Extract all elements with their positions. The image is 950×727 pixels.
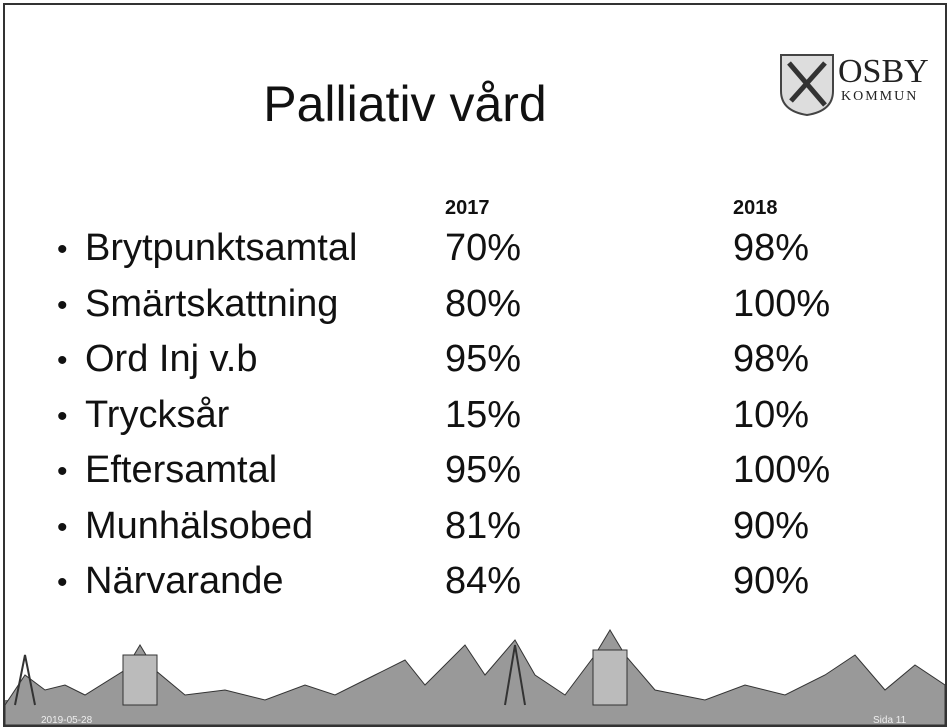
cell-value: 95% [445, 338, 522, 380]
row-label: Munhälsobed [85, 504, 314, 547]
logo-emblem [780, 54, 834, 117]
logo-name: OSBY [838, 53, 929, 90]
cell-value: 70% [445, 227, 522, 269]
column-header: 2018 [733, 197, 778, 219]
cell-value: 81% [445, 504, 522, 547]
bullet: • [57, 510, 68, 544]
cell-value: 90% [733, 560, 810, 602]
cell-value: 98% [733, 338, 810, 380]
cell-value: 84% [445, 560, 522, 602]
bullet: • [57, 566, 68, 599]
bullet: • [57, 455, 68, 488]
footer-page: Sida 11 [873, 715, 907, 726]
cell-value: 100% [733, 282, 831, 325]
footer-date: 2019-05-28 [41, 715, 93, 726]
cell-value: 98% [733, 227, 810, 269]
logo-subtitle: KOMMUN [841, 89, 919, 104]
row-label: Smärtskattning [85, 282, 339, 325]
column-header: 2017 [445, 197, 490, 219]
bullet: • [57, 288, 68, 322]
cell-value: 90% [733, 504, 810, 547]
row-label: Ord Inj v.b [85, 338, 258, 380]
village-decoration [5, 629, 945, 725]
row-label: Eftersamtal [85, 449, 278, 491]
cell-value: 80% [445, 282, 522, 325]
bullet: • [57, 344, 68, 377]
bullet: • [57, 233, 68, 266]
cell-value: 100% [733, 449, 831, 491]
bullet: • [57, 399, 68, 433]
cell-value: 10% [733, 393, 810, 436]
cell-value: 95% [445, 449, 522, 491]
slide: Palliativ vård OSBY KOMMUN 2017 2018 • Bryt… [3, 3, 947, 727]
row-label: Brytpunktsamtal [85, 227, 358, 269]
slide-title: Palliativ vård [263, 76, 547, 132]
row-label: Trycksår [85, 393, 230, 436]
row-label: Närvarande [85, 560, 284, 602]
cell-value: 15% [445, 393, 522, 436]
